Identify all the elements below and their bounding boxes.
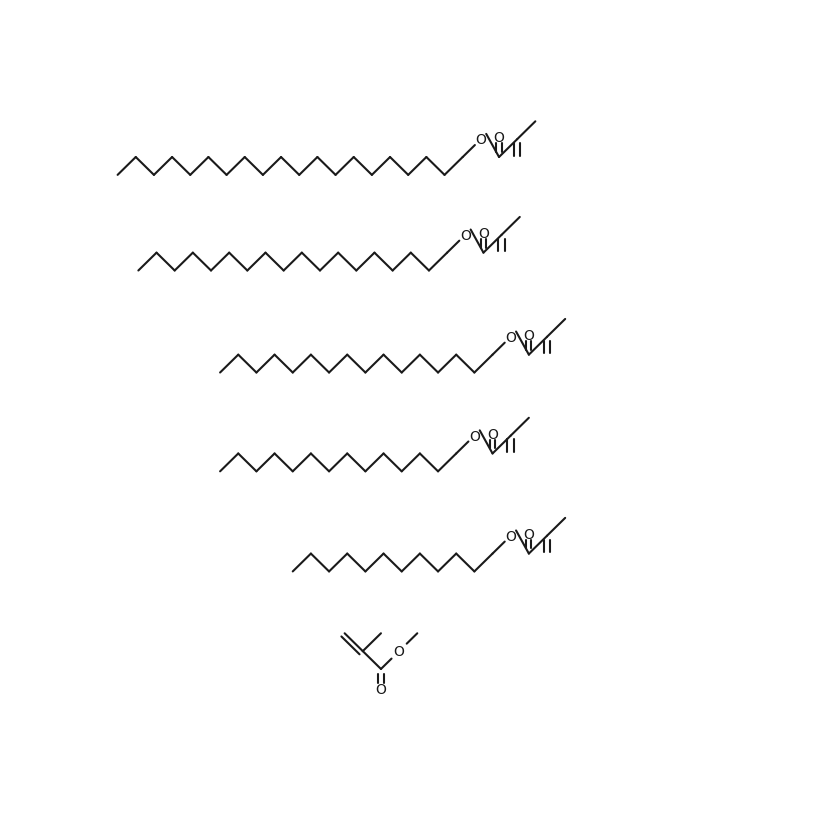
Text: O: O (475, 133, 486, 147)
Text: O: O (459, 228, 470, 242)
Text: O: O (468, 429, 479, 443)
Text: O: O (522, 528, 533, 542)
Text: O: O (522, 328, 533, 342)
Text: O: O (505, 529, 516, 543)
Text: O: O (393, 644, 404, 658)
Text: O: O (493, 131, 504, 146)
Text: O: O (375, 681, 386, 696)
Text: O: O (487, 428, 497, 442)
Text: O: O (505, 331, 516, 344)
Text: O: O (477, 227, 488, 241)
